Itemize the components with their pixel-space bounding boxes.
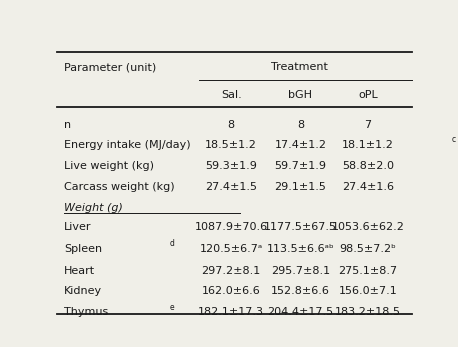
Text: Weight (g): Weight (g) — [64, 203, 123, 213]
Text: 182.1±17.3: 182.1±17.3 — [198, 307, 264, 317]
Text: Sal.: Sal. — [221, 90, 241, 100]
Text: 17.4±1.2: 17.4±1.2 — [274, 139, 327, 150]
Text: Liver: Liver — [64, 222, 92, 232]
Text: 1177.5±67.5: 1177.5±67.5 — [264, 222, 337, 232]
Text: Heart: Heart — [64, 265, 95, 276]
Text: Kidney: Kidney — [64, 287, 103, 296]
Text: Parameter (unit): Parameter (unit) — [64, 62, 157, 72]
Text: 59.3±1.9: 59.3±1.9 — [205, 161, 257, 171]
Text: 113.5±6.6ᵃᵇ: 113.5±6.6ᵃᵇ — [267, 244, 334, 254]
Text: 275.1±8.7: 275.1±8.7 — [338, 265, 398, 276]
Text: Spleen: Spleen — [64, 244, 103, 254]
Text: Thymus: Thymus — [64, 307, 109, 317]
Text: 18.1±1.2: 18.1±1.2 — [342, 139, 394, 150]
Text: bGH: bGH — [289, 90, 312, 100]
Text: Live weight (kg): Live weight (kg) — [64, 161, 154, 171]
Text: 156.0±7.1: 156.0±7.1 — [338, 287, 397, 296]
Text: 1087.9±70.6: 1087.9±70.6 — [195, 222, 268, 232]
Text: 8: 8 — [228, 120, 235, 130]
Text: 58.8±2.0: 58.8±2.0 — [342, 161, 394, 171]
Text: 29.1±1.5: 29.1±1.5 — [274, 182, 327, 192]
Text: n: n — [64, 120, 71, 130]
Text: c: c — [452, 135, 456, 144]
Text: 18.5±1.2: 18.5±1.2 — [205, 139, 257, 150]
Text: 120.5±6.7ᵃ: 120.5±6.7ᵃ — [200, 244, 263, 254]
Text: Energy intake (MJ/day): Energy intake (MJ/day) — [64, 139, 191, 150]
Text: 59.7±1.9: 59.7±1.9 — [274, 161, 327, 171]
Text: 7: 7 — [364, 120, 371, 130]
Text: 98.5±7.2ᵇ: 98.5±7.2ᵇ — [339, 244, 396, 254]
Text: 204.4±17.5: 204.4±17.5 — [267, 307, 333, 317]
Text: 152.8±6.6: 152.8±6.6 — [271, 287, 330, 296]
Text: 183.2±18.5: 183.2±18.5 — [335, 307, 401, 317]
Text: e: e — [170, 303, 174, 312]
Text: 27.4±1.6: 27.4±1.6 — [342, 182, 394, 192]
Text: d: d — [170, 239, 175, 248]
Text: oPL: oPL — [358, 90, 378, 100]
Text: 295.7±8.1: 295.7±8.1 — [271, 265, 330, 276]
Text: 1053.6±62.2: 1053.6±62.2 — [332, 222, 404, 232]
Text: Treatment: Treatment — [271, 62, 328, 72]
Text: 162.0±6.6: 162.0±6.6 — [202, 287, 261, 296]
Text: 27.4±1.5: 27.4±1.5 — [205, 182, 257, 192]
Text: Carcass weight (kg): Carcass weight (kg) — [64, 182, 175, 192]
Text: 8: 8 — [297, 120, 304, 130]
Text: 297.2±8.1: 297.2±8.1 — [202, 265, 261, 276]
